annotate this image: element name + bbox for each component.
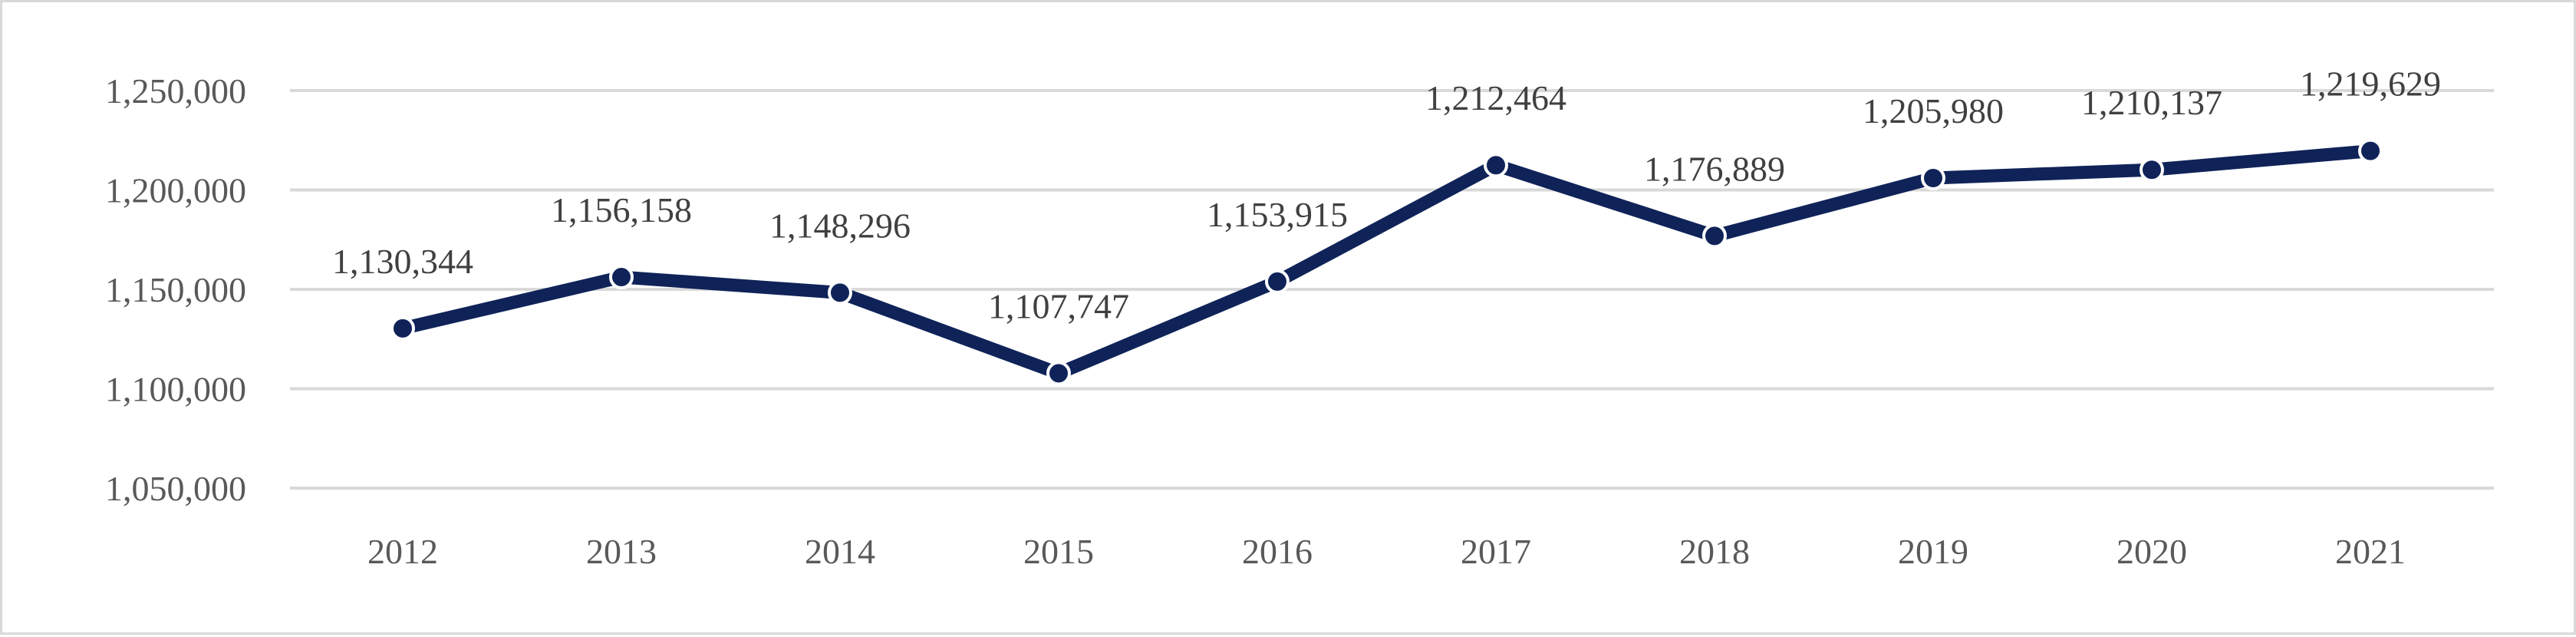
data-point (1484, 153, 1508, 178)
data-point (609, 265, 634, 290)
data-label: 1,205,980 (1863, 91, 2004, 130)
y-tick-label: 1,150,000 (105, 270, 246, 309)
x-tick-label: 2012 (367, 532, 438, 571)
data-label: 1,210,137 (2081, 83, 2222, 122)
series-polyline (396, 144, 2377, 380)
y-tick-label: 1,250,000 (105, 71, 246, 111)
series-markers (390, 138, 2383, 386)
data-point (1265, 269, 1290, 294)
data-label: 1,107,747 (988, 286, 1129, 325)
y-tick-label: 1,100,000 (105, 370, 246, 409)
data-label: 1,176,889 (1644, 149, 1785, 188)
data-point (1702, 223, 1727, 249)
x-tick-label: 2016 (1242, 532, 1313, 571)
data-label: 1,212,464 (1425, 78, 1566, 117)
x-tick-label: 2020 (2116, 532, 2187, 571)
data-point (1046, 361, 1071, 386)
data-point (2358, 138, 2383, 163)
x-tick-label: 2017 (1461, 532, 1531, 571)
data-point (1921, 166, 1945, 191)
data-label: 1,153,915 (1207, 195, 1348, 234)
x-tick-label: 2018 (1679, 532, 1750, 571)
x-axis-tick-labels: 2012 2013 2014 2015 2016 2017 2018 2019 2020 2021 (367, 532, 2406, 571)
x-tick-label: 2015 (1023, 532, 1094, 571)
data-point (828, 280, 852, 305)
y-tick-label: 1,200,000 (105, 171, 246, 210)
x-tick-label: 2013 (586, 532, 657, 571)
data-label: 1,130,344 (332, 242, 473, 281)
x-tick-label: 2014 (805, 532, 875, 571)
gridlines (290, 89, 2494, 490)
data-point (390, 315, 415, 341)
data-label: 1,156,158 (551, 190, 692, 229)
x-tick-label: 2021 (2335, 532, 2406, 571)
data-point (2140, 157, 2164, 183)
data-label: 1,148,296 (769, 206, 911, 245)
data-labels: 1,130,344 1,156,158 1,148,296 1,107,747 1,15… (332, 64, 2441, 326)
data-label: 1,219,629 (2300, 64, 2441, 104)
y-tick-label: 1,050,000 (105, 469, 246, 508)
x-tick-label: 2019 (1898, 532, 1968, 571)
y-axis-tick-labels: 1,050,000 1,100,000 1,150,000 1,200,000 1,25… (105, 71, 246, 508)
series-line (396, 144, 2377, 380)
